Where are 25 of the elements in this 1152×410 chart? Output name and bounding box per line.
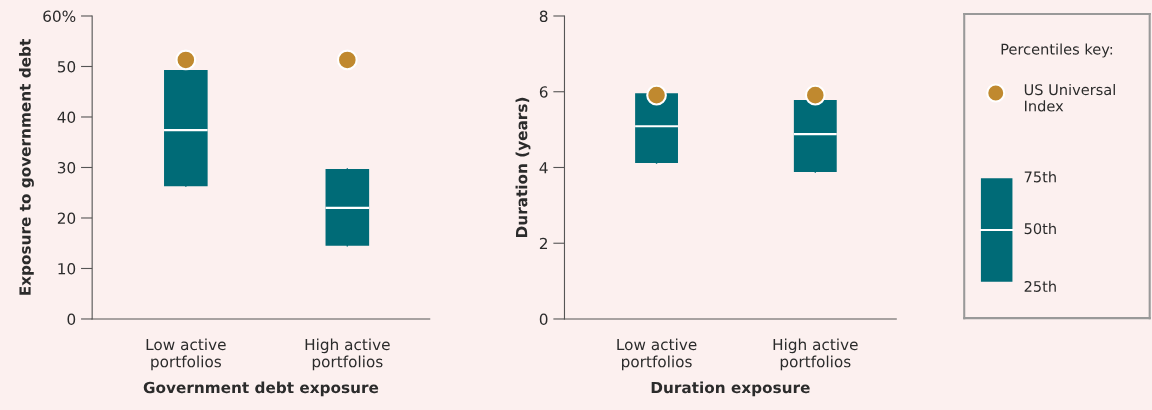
y-tick-label: 0: [67, 313, 76, 325]
y-tick-label: 6: [539, 86, 548, 98]
y-tick-label: 2: [539, 237, 547, 250]
y-tick-label: 10: [58, 262, 76, 275]
y-axis-title: Duration (years): [515, 97, 531, 238]
y-tick-label: 4: [539, 162, 548, 174]
x-axis-title: Duration exposure: [651, 381, 810, 397]
text: 25th: [1024, 280, 1056, 292]
y-tick-label: 0: [539, 313, 548, 325]
y-tick-label: 50: [57, 60, 76, 73]
text: 75th: [1024, 171, 1056, 183]
y-tick-label: 8: [539, 10, 548, 23]
text: 50th: [1024, 222, 1056, 235]
y-tick-label: 40: [57, 111, 76, 124]
y-tick-label: 30: [57, 161, 76, 174]
x-tick-label: High active portfolios: [773, 338, 858, 371]
y-tick-label: 60%: [43, 10, 76, 23]
x-tick-label: High active portfolios: [305, 338, 390, 371]
y-axis-title: Exposure to government debt: [18, 39, 34, 295]
x-tick-label: Low active portfolios: [617, 338, 697, 371]
legend-title: Percentiles key:: [1001, 43, 1113, 58]
x-axis-title: Government debt exposure: [143, 381, 379, 397]
y-tick-label: 20: [57, 212, 76, 224]
x-tick-label: Low active portfolios: [146, 338, 226, 371]
legend-label: US Universal Index: [1024, 83, 1115, 112]
